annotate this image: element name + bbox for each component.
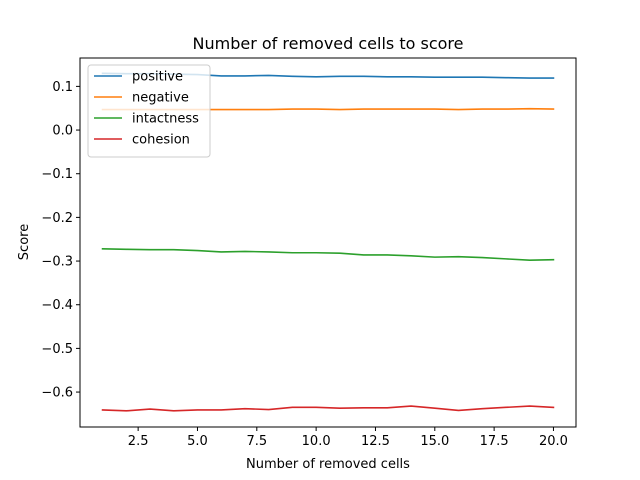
x-tick-label: 20.0	[539, 434, 568, 449]
legend-label-cohesion: cohesion	[132, 133, 190, 148]
y-tick-label: −0.3	[41, 255, 73, 270]
series-line-intactness	[101, 248, 555, 261]
chart-title: Number of removed cells to score	[193, 34, 464, 53]
x-tick-label: 17.5	[480, 434, 509, 449]
y-tick-label: −0.2	[41, 211, 73, 226]
legend-label-intactness: intactness	[132, 112, 199, 127]
x-tick-label: 2.5	[128, 434, 149, 449]
y-axis-ticks: 0.1 0.0 −0.1 −0.2 −0.3 −0.4 −0.5 −0.6	[41, 80, 80, 401]
y-tick-label: 0.1	[52, 80, 73, 95]
legend-box	[87, 64, 211, 158]
x-tick-label: 7.5	[246, 434, 267, 449]
y-tick-label: −0.4	[41, 298, 73, 313]
y-tick-label: −0.6	[41, 386, 73, 401]
legend-label-negative: negative	[132, 91, 189, 106]
y-tick-label: −0.5	[41, 342, 73, 357]
x-tick-label: 15.0	[420, 434, 449, 449]
y-tick-label: 0.0	[52, 124, 73, 139]
x-tick-label: 12.5	[361, 434, 390, 449]
series-line-cohesion	[101, 405, 555, 412]
plot-frame	[79, 57, 577, 428]
legend: positive negative intactness cohesion	[87, 64, 211, 158]
legend-label-positive: positive	[132, 70, 183, 85]
x-tick-label: 5.0	[187, 434, 208, 449]
x-axis-ticks: 2.5 5.0 7.5 10.0 12.5 15.0 17.5 20.0	[128, 427, 568, 449]
y-axis-label: Score	[17, 224, 32, 260]
y-tick-label: −0.1	[41, 167, 73, 182]
x-tick-label: 10.0	[302, 434, 331, 449]
x-axis-label: Number of removed cells	[246, 457, 410, 472]
